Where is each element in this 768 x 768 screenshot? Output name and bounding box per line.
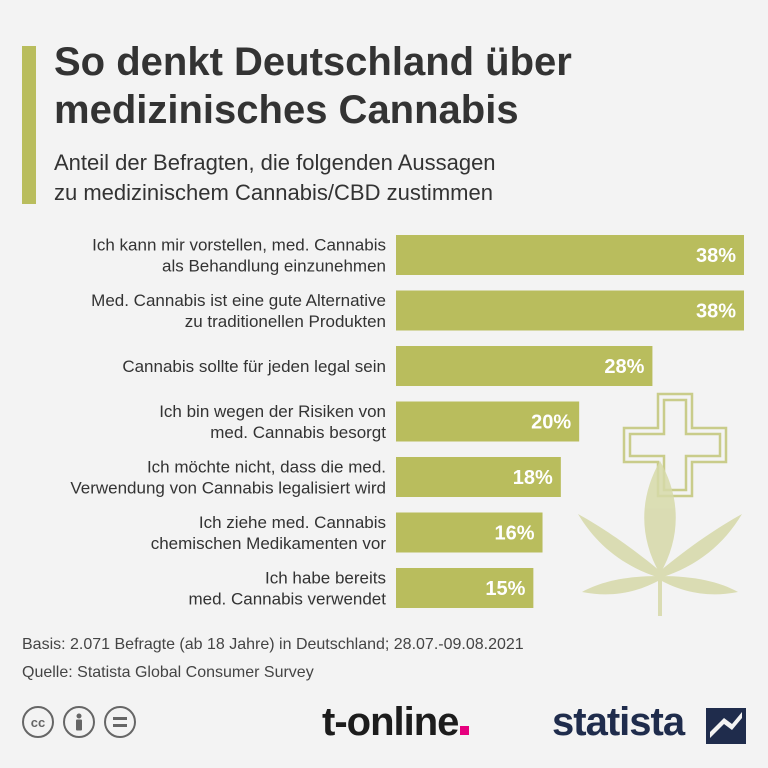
subtitle: Anteil der Befragten, die folgenden Auss… bbox=[54, 148, 744, 208]
bar-3 bbox=[396, 346, 653, 386]
bar-2 bbox=[396, 290, 744, 331]
statista-logo[interactable]: statista bbox=[552, 700, 685, 744]
category-label-4-line-1: Ich bin wegen der Risiken von bbox=[159, 402, 386, 421]
category-label-2-line-1: Med. Cannabis ist eine gute Alternative bbox=[91, 291, 386, 310]
source-note: Quelle: Statista Global Consumer Survey bbox=[22, 664, 314, 681]
bar-value-label-7: 15% bbox=[485, 578, 525, 600]
category-label-6-line-1: Ich ziehe med. Cannabis bbox=[199, 513, 386, 532]
bar-5 bbox=[396, 457, 561, 497]
category-label-7-line-2: med. Cannabis verwendet bbox=[188, 590, 386, 609]
bar-value-label-6: 16% bbox=[494, 523, 534, 545]
tonline-logo[interactable]: t-online bbox=[322, 700, 470, 745]
bar-value-label-5: 18% bbox=[513, 467, 553, 489]
category-label-3-line-1: Cannabis sollte für jeden legal sein bbox=[122, 357, 386, 376]
bar-1 bbox=[396, 235, 744, 275]
bar-6 bbox=[396, 512, 543, 553]
cc-icon: cc bbox=[22, 706, 54, 738]
category-label-2-line-2: zu traditionellen Produkten bbox=[185, 312, 386, 331]
title-line-2: medizinisches Cannabis bbox=[54, 88, 519, 132]
category-label-5-line-2: Verwendung von Cannabis legalisiert wird bbox=[70, 479, 386, 498]
page-title: So denkt Deutschland über medizinisches … bbox=[54, 38, 744, 134]
category-label-6-line-2: chemischen Medikamenten vor bbox=[151, 534, 387, 553]
tonline-logo-text: t-online bbox=[322, 700, 459, 744]
statista-mark-icon bbox=[706, 708, 746, 744]
license-icons: cc bbox=[22, 706, 136, 738]
bar-chart: 38% Ich kann mir vorstellen, med. Cannabi… bbox=[70, 235, 744, 616]
bar-value-label-3: 28% bbox=[604, 356, 644, 378]
title-line-1: So denkt Deutschland über bbox=[54, 40, 572, 84]
bar-4 bbox=[396, 401, 580, 442]
attribution-icon bbox=[63, 706, 95, 738]
title-accent-bar bbox=[22, 46, 36, 204]
bar-7 bbox=[396, 568, 534, 608]
subtitle-line-1: Anteil der Befragten, die folgenden Auss… bbox=[54, 150, 496, 175]
category-label-7-line-1: Ich habe bereits bbox=[265, 569, 386, 588]
category-label-4-line-2: med. Cannabis besorgt bbox=[210, 423, 386, 442]
basis-note: Basis: 2.071 Befragte (ab 18 Jahre) in D… bbox=[22, 636, 524, 653]
category-label-5-line-1: Ich möchte nicht, dass die med. bbox=[147, 458, 386, 477]
subtitle-line-2: zu medizinischem Cannabis/CBD zustimmen bbox=[54, 180, 493, 205]
category-label-1-line-1: Ich kann mir vorstellen, med. Cannabis bbox=[92, 236, 386, 255]
bars-group: 38% Ich kann mir vorstellen, med. Cannabi… bbox=[70, 235, 744, 609]
bar-value-label-2: 38% bbox=[696, 301, 736, 323]
tonline-logo-dot bbox=[460, 726, 470, 735]
bar-value-label-1: 38% bbox=[696, 245, 736, 267]
no-derivatives-icon bbox=[104, 706, 136, 738]
cannabis-leaf-icon bbox=[578, 461, 742, 616]
category-label-1-line-2: als Behandlung einzunehmen bbox=[162, 257, 386, 276]
medical-cross-icon bbox=[622, 392, 728, 498]
bar-value-label-4: 20% bbox=[531, 412, 571, 434]
